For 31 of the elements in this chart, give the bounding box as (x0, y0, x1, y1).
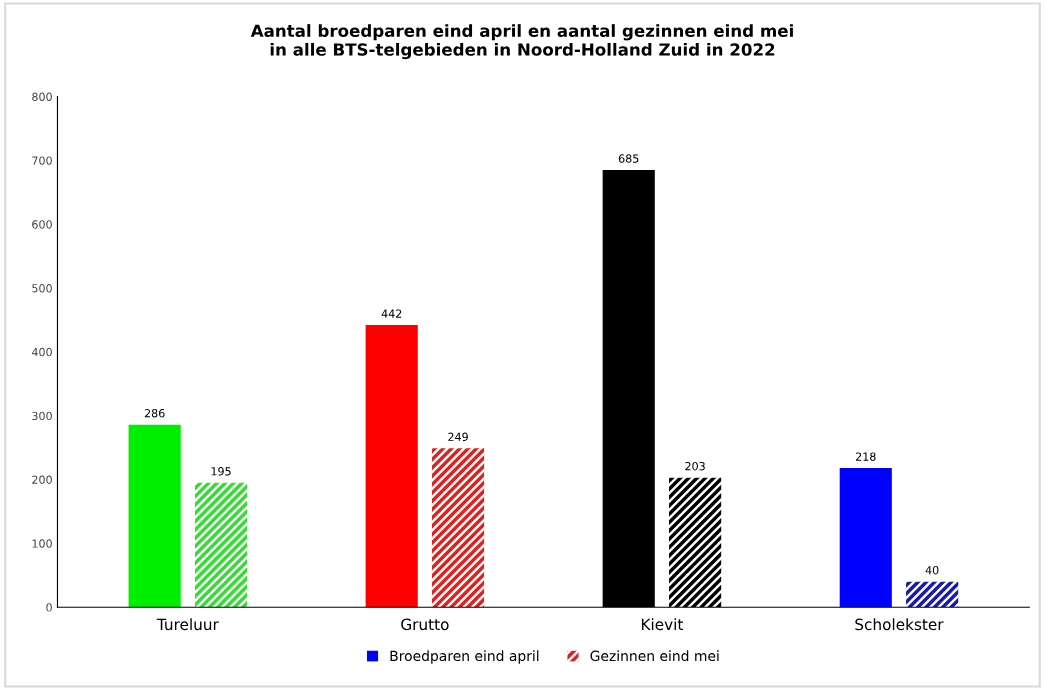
data-label: 203 (685, 461, 705, 471)
y-tick-label: 800 (32, 92, 52, 101)
y-tick-label: 500 (32, 284, 52, 293)
data-label: 40 (925, 566, 939, 575)
x-tick-label: Grutto (401, 618, 449, 631)
y-tick-label: 700 (32, 156, 52, 165)
y-tick-label: 200 (32, 475, 52, 484)
legend-label: Broedparen eind april (390, 650, 539, 664)
data-label: 685 (618, 154, 639, 163)
data-label: 195 (211, 467, 231, 476)
bar (365, 325, 418, 608)
chart-title: Aantal broedparen eind april en aantal gezinnen eind mei in alle BTS-telgebieden in Noord-Holland Zuid in 2022 (250, 24, 793, 60)
bar (839, 468, 892, 608)
data-label: 218 (855, 452, 876, 461)
y-tick-label: 100 (32, 539, 52, 548)
y-tick-label: 0 (46, 603, 52, 612)
bar (431, 448, 485, 608)
bar (669, 477, 722, 608)
data-label: 249 (448, 432, 468, 442)
x-tick-label: Scholekster (855, 618, 944, 631)
y-tick-label: 600 (32, 220, 52, 229)
x-tick-label: Kievit (641, 618, 684, 631)
y-tick-label: 400 (31, 347, 52, 357)
bar (128, 424, 181, 608)
data-label: 286 (144, 409, 165, 418)
bar (906, 581, 959, 608)
y-tick-label: 300 (32, 411, 52, 421)
x-tick-label: Tureluur (156, 618, 219, 631)
data-label: 442 (381, 309, 402, 318)
legend-label: Gezinnen eind mei (590, 650, 719, 662)
bar (194, 482, 248, 608)
